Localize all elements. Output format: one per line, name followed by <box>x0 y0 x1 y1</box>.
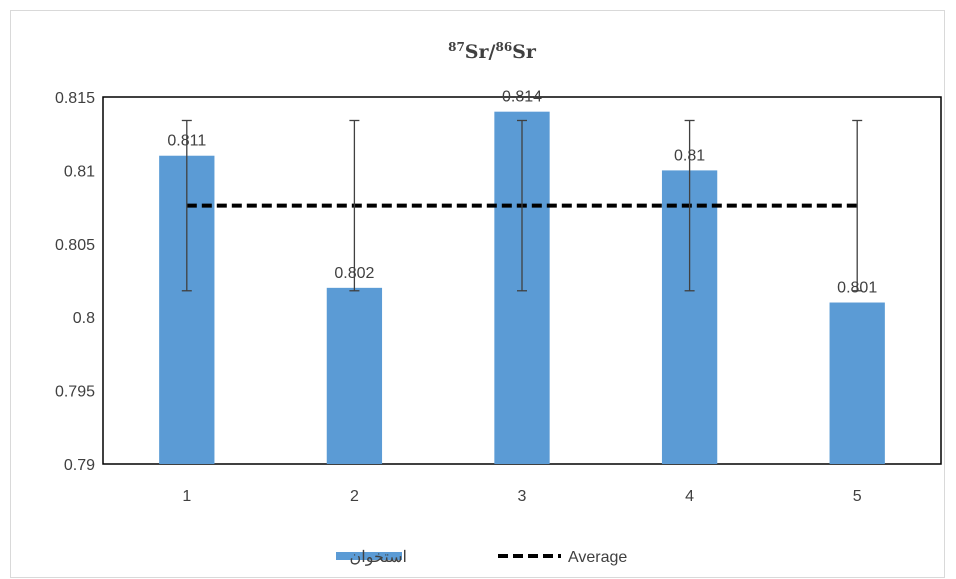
y-tick-label: 0.8 <box>73 310 95 327</box>
data-labels: 0.811 0.802 0.814 0.81 0.801 <box>167 89 877 297</box>
x-axis-tick-labels: 1 2 3 4 5 <box>182 488 861 505</box>
y-tick-label: 0.795 <box>55 384 95 401</box>
x-tick-label: 1 <box>182 488 191 505</box>
x-tick-label: 5 <box>853 488 862 505</box>
bar <box>326 287 383 464</box>
legend-swatch-bar <box>336 552 402 560</box>
error-bars <box>181 119 863 292</box>
title-text-1: Sr/ <box>465 41 496 63</box>
bar-series <box>159 111 885 465</box>
data-label: 0.814 <box>502 89 542 106</box>
error-bar <box>852 119 863 292</box>
bar <box>829 302 885 464</box>
y-axis-tick-labels: 0.79 0.795 0.8 0.805 0.81 0.815 <box>55 90 95 474</box>
error-bar <box>349 119 360 292</box>
x-tick-label: 2 <box>350 488 359 505</box>
y-tick-label: 0.805 <box>55 237 95 254</box>
chart-title: 87Sr/86Sr <box>448 40 537 63</box>
legend-label-bar: استخوان <box>350 549 407 566</box>
y-tick-label: 0.81 <box>64 163 95 180</box>
legend: استخوان Average <box>336 549 627 566</box>
x-tick-label: 3 <box>518 488 527 505</box>
error-bar <box>684 119 695 292</box>
data-label: 0.81 <box>674 147 705 164</box>
data-label: 0.801 <box>837 280 877 297</box>
x-tick-label: 4 <box>685 488 694 505</box>
title-text-2: Sr <box>512 41 537 63</box>
y-tick-label: 0.815 <box>55 90 95 107</box>
chart-area: 87Sr/86Sr 0.79 0.795 0.8 0.805 0.81 0.815 0.8… <box>10 10 945 578</box>
title-superscript-1: 87 <box>448 40 465 54</box>
title-superscript-2: 86 <box>495 40 512 54</box>
data-label: 0.802 <box>334 265 374 282</box>
legend-label-line: Average <box>568 549 627 566</box>
error-bar <box>181 119 192 292</box>
data-label: 0.811 <box>167 133 206 150</box>
error-bar <box>517 119 527 292</box>
y-tick-label: 0.79 <box>64 457 95 474</box>
